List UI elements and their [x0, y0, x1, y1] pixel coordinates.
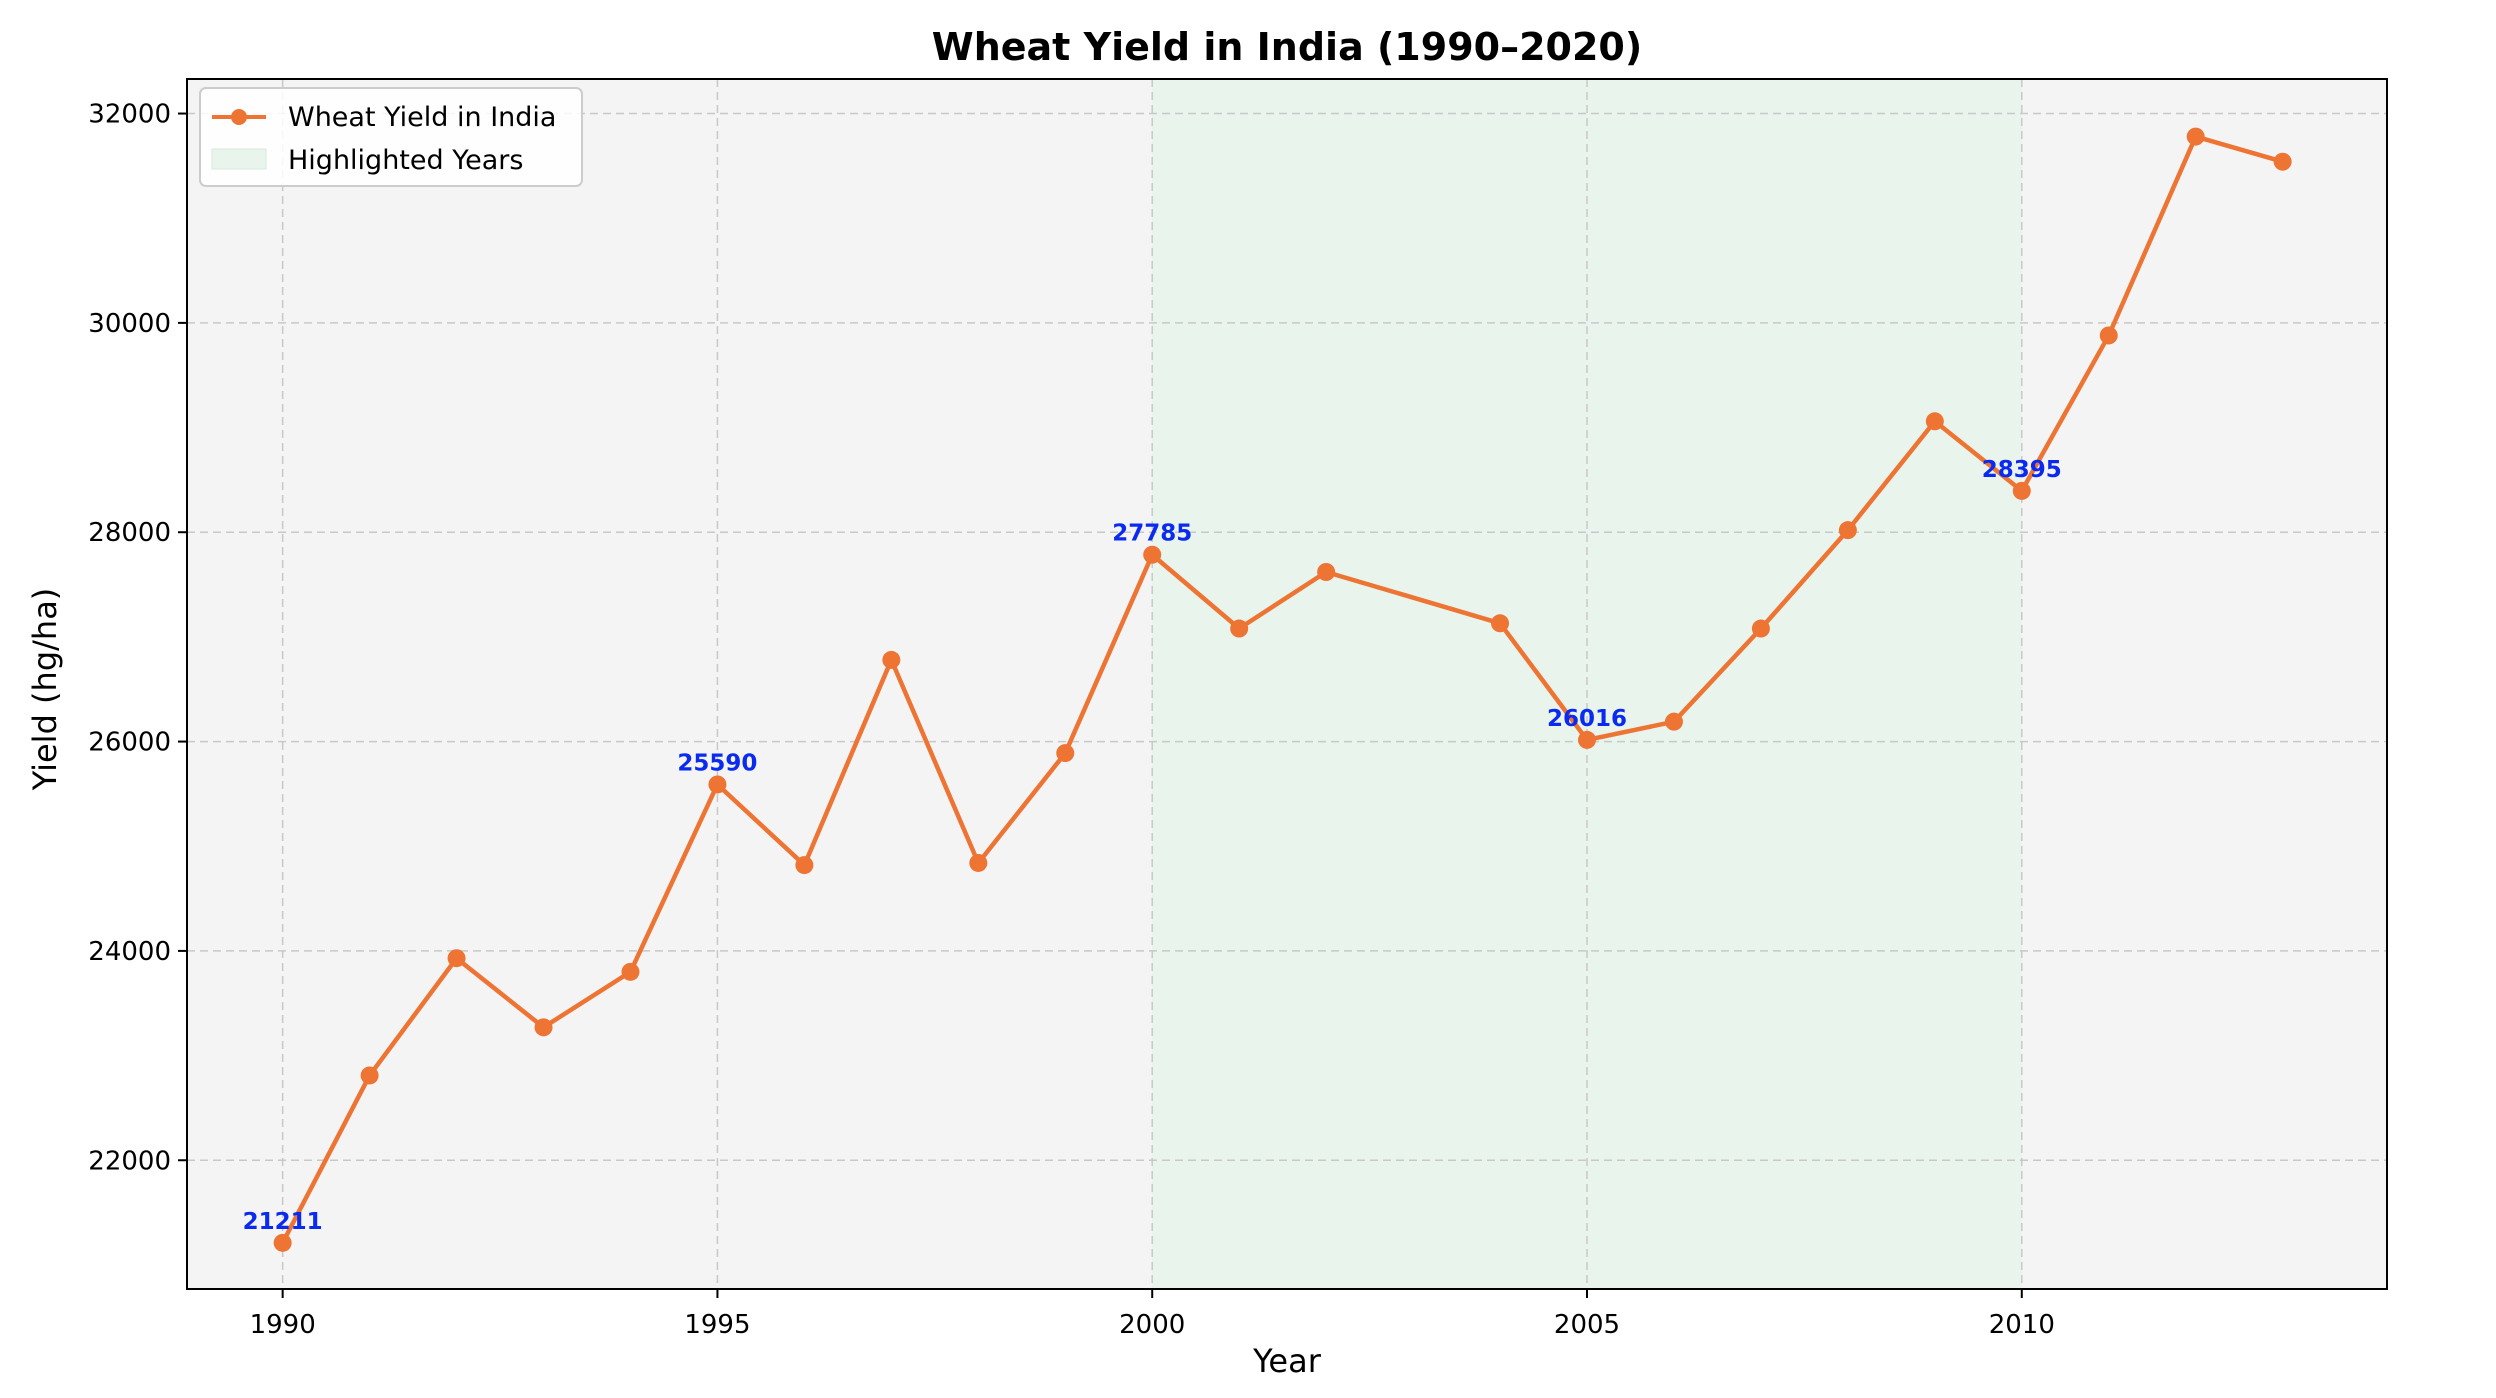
y-tick-label: 28000 [88, 518, 171, 548]
x-tick-label: 2005 [1554, 1310, 1620, 1340]
legend-highlight-swatch [211, 148, 267, 170]
data-point [534, 1018, 553, 1037]
data-point [447, 949, 466, 968]
data-point [2186, 127, 2205, 146]
data-point [2012, 481, 2031, 500]
legend-label-highlight: Highlighted Years [288, 145, 523, 176]
data-point [1925, 412, 1944, 431]
data-label: 28395 [1982, 457, 2062, 483]
x-tick-label: 1995 [684, 1310, 750, 1340]
legend: Wheat Yield in India Highlighted Years [199, 87, 583, 187]
y-tick-label: 24000 [88, 937, 171, 967]
data-point [708, 775, 727, 794]
y-tick-label: 26000 [88, 728, 171, 758]
data-point [1664, 712, 1683, 731]
data-label: 21211 [243, 1209, 323, 1235]
series-layer [273, 127, 2292, 1252]
data-point [795, 856, 814, 875]
data-label: 25590 [677, 750, 757, 776]
data-label: 27785 [1112, 521, 1192, 547]
legend-box [199, 87, 583, 187]
y-tick-label: 22000 [88, 1146, 171, 1176]
plot-frame [186, 78, 2388, 1290]
y-axis-label: Yield (hg/ha) [26, 588, 64, 792]
annotation-layer: 21211 25590 27785 26016 28395 [243, 457, 2062, 1235]
chart-title: Wheat Yield in India (1990–2020) [932, 25, 1642, 69]
data-point [1143, 545, 1162, 564]
data-point [1578, 730, 1596, 749]
tick-layer: 1990 1995 2000 2005 2010 22000 24000 26000 28000… [88, 100, 2055, 1340]
data-point [273, 1233, 292, 1252]
data-point [2099, 326, 2118, 345]
data-point [1751, 619, 1770, 638]
grid-layer [187, 79, 2387, 1289]
x-tick-label: 1990 [250, 1310, 316, 1340]
data-point [1317, 563, 1336, 582]
x-tick-label: 2000 [1119, 1310, 1185, 1340]
legend-label-series: Wheat Yield in India [288, 102, 556, 133]
data-point [1491, 614, 1510, 633]
data-point [1056, 744, 1075, 763]
data-point [969, 853, 988, 872]
x-axis-label: Year [1252, 1342, 1322, 1380]
data-point [1230, 619, 1249, 638]
legend-marker-swatch [231, 109, 247, 125]
data-point [621, 962, 640, 981]
data-point [360, 1066, 379, 1085]
data-point [882, 650, 901, 669]
data-label: 26016 [1547, 706, 1627, 732]
data-point [2273, 152, 2292, 171]
y-tick-label: 30000 [88, 309, 171, 339]
data-point [1838, 521, 1857, 540]
x-tick-label: 2010 [1989, 1310, 2055, 1340]
y-tick-label: 32000 [88, 100, 171, 130]
